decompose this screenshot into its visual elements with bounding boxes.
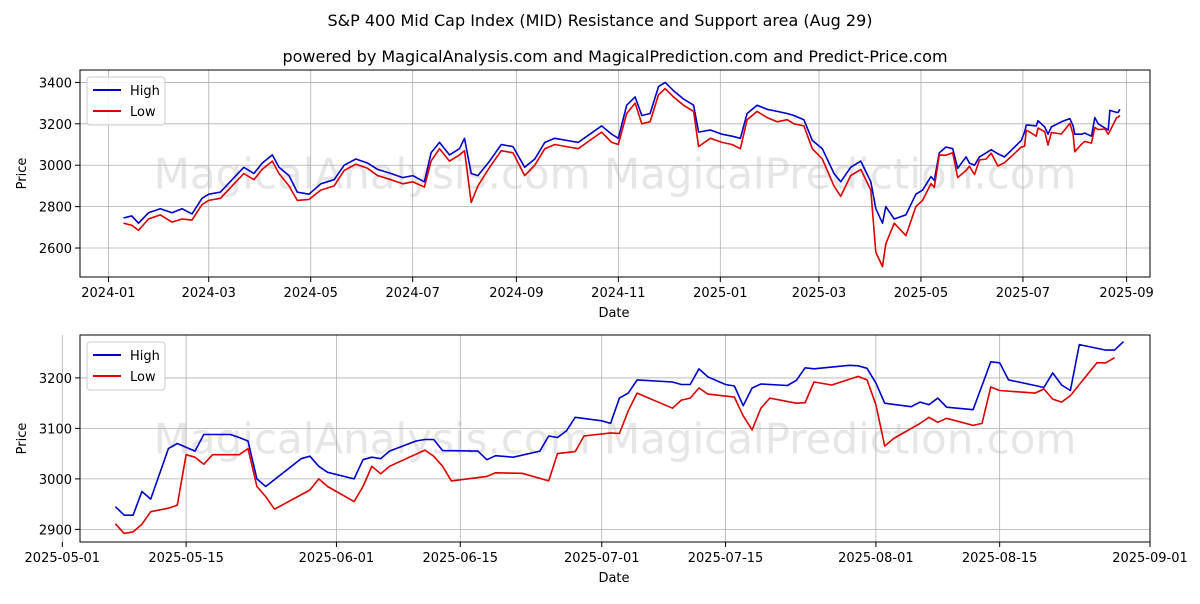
y-tick-label: 3000 (39, 159, 72, 174)
x-tick-label: 2025-05 (894, 286, 948, 301)
x-tick-label: 2025-06-15 (422, 551, 498, 566)
y-tick-label: 3100 (39, 422, 72, 437)
x-tick-label: 2025-05-15 (148, 551, 224, 566)
chart-subtitle: powered by MagicalAnalysis.com and Magic… (282, 47, 947, 66)
x-tick-label: 2025-08-15 (962, 551, 1038, 566)
legend-label-high: High (130, 349, 160, 364)
x-tick-label: 2024-05 (284, 286, 338, 301)
series-line-high (114, 341, 1125, 516)
x-tick-label: 2025-09 (1099, 286, 1153, 301)
legend: High Low (86, 76, 166, 126)
plot-frame (79, 334, 1151, 543)
legend-label-low: Low (130, 370, 156, 385)
legend-label-high: High (130, 84, 160, 99)
y-axis-label: Price (15, 158, 30, 190)
series-line-high (123, 81, 1121, 224)
series-line-low (123, 87, 1121, 268)
y-tick-label: 3000 (39, 473, 72, 488)
legend-label-low: Low (130, 105, 156, 120)
y-tick-label: 3400 (39, 76, 72, 91)
watermark: MagicalAnalysis.com MagicalPrediction.co… (154, 415, 1077, 464)
chart-title: S&P 400 Mid Cap Index (MID) Resistance a… (327, 11, 872, 30)
x-tick-label: 2025-05-01 (25, 551, 101, 566)
legend: High Low (86, 341, 166, 391)
x-tick-label: 2025-06-01 (299, 551, 375, 566)
x-tick-label: 2025-09-01 (1112, 551, 1188, 566)
y-tick-label: 3200 (39, 372, 72, 387)
plot-frame (79, 69, 1151, 278)
x-tick-label: 2025-08-01 (838, 551, 914, 566)
x-tick-label: 2024-03 (182, 286, 236, 301)
x-tick-label: 2024-07 (386, 286, 440, 301)
x-axis-label: Date (598, 306, 629, 321)
x-tick-label: 2025-01 (693, 286, 747, 301)
x-tick-label: 2025-07-01 (564, 551, 640, 566)
series-line-low (114, 357, 1116, 535)
x-tick-label: 2025-07-15 (688, 551, 764, 566)
x-tick-label: 2025-07 (996, 286, 1050, 301)
top-panel: MagicalAnalysis.com MagicalPrediction.co… (15, 69, 1154, 321)
y-tick-label: 3200 (39, 118, 72, 133)
x-tick-label: 2024-01 (81, 286, 135, 301)
y-axis-label: Price (15, 423, 30, 455)
bottom-panel: MagicalAnalysis.com MagicalPrediction.co… (15, 334, 1188, 586)
x-tick-label: 2024-11 (591, 286, 645, 301)
y-tick-label: 2800 (39, 201, 72, 216)
y-tick-label: 2600 (39, 242, 72, 257)
x-tick-label: 2025-03 (792, 286, 846, 301)
x-axis-label: Date (598, 571, 629, 586)
y-tick-label: 2900 (39, 523, 72, 538)
x-tick-label: 2024-09 (489, 286, 543, 301)
